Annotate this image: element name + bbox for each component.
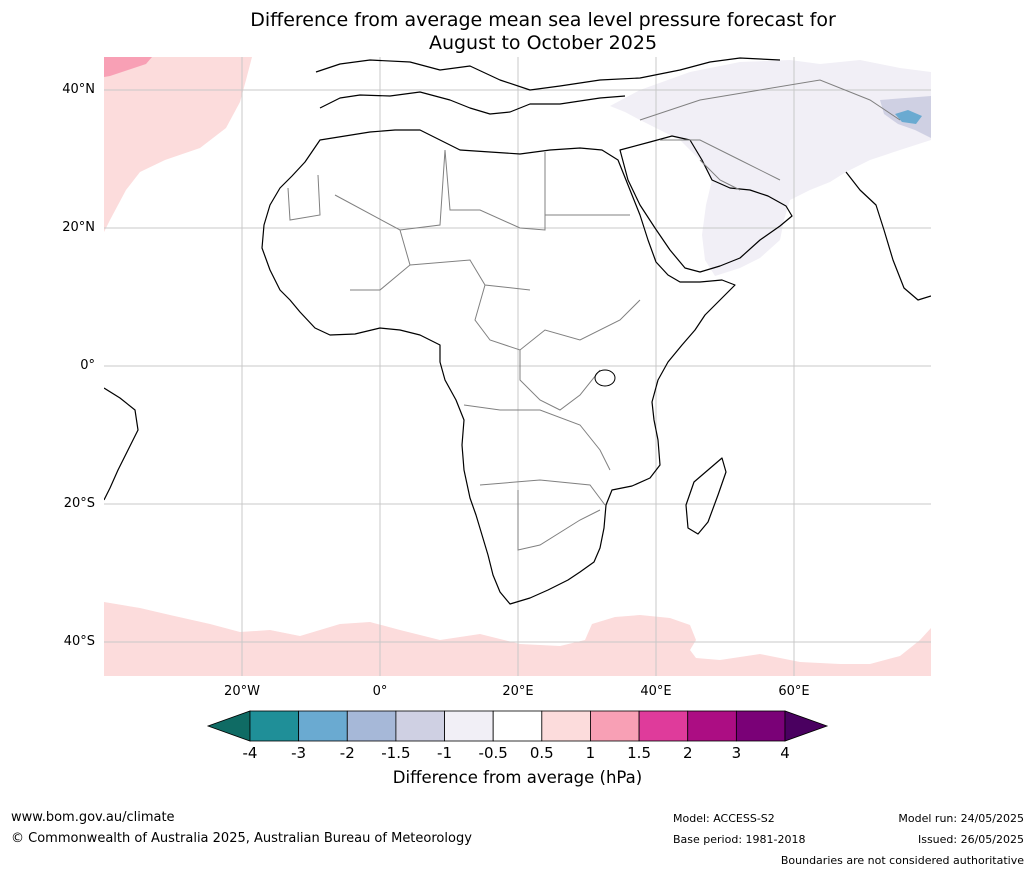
anomaly-region-tibet-strong — [895, 110, 922, 124]
anomaly-region-nw-atlantic-strong — [104, 57, 152, 77]
colorbar-bin — [638, 710, 689, 742]
colorbar-bin — [249, 710, 300, 742]
colorbar-bin — [687, 710, 737, 742]
colorbar-bin — [298, 710, 348, 742]
lon-label-40e: 40°E — [640, 684, 672, 699]
footer-base-period: Base period: 1981-2018 — [673, 833, 806, 846]
colorbar-tick-label: -2 — [339, 744, 355, 762]
map-title: Difference from average mean sea level p… — [0, 9, 1035, 55]
colorbar-bin — [541, 710, 591, 742]
europe-coastline — [315, 57, 781, 91]
footer-copyright: © Commonwealth of Australia 2025, Austra… — [11, 831, 472, 846]
africa-coastline — [261, 129, 736, 605]
lon-label-20e: 20°E — [502, 684, 534, 699]
lat-label-0: 0° — [80, 358, 95, 373]
map-panel — [104, 57, 931, 676]
colorbar-bin — [444, 710, 494, 742]
colorbar-bin — [346, 710, 397, 742]
lake-victoria — [594, 369, 616, 387]
lon-label-0: 0° — [372, 684, 388, 699]
colorbar-tick-label: 1.5 — [627, 744, 651, 762]
colorbar-tick-label: -4 — [242, 744, 258, 762]
colorbar-tick-label: -3 — [291, 744, 307, 762]
colorbar-tick-label: 3 — [731, 744, 742, 762]
colorbar-extend-high — [784, 710, 829, 742]
lon-label-60e: 60°E — [778, 684, 810, 699]
anomaly-region-southern-ocean — [104, 602, 931, 676]
lat-label-40n: 40°N — [62, 82, 95, 97]
anomaly-region-nw-atlantic — [104, 57, 252, 232]
madagascar-coastline — [685, 457, 727, 535]
country-borders — [287, 79, 901, 551]
colorbar-bin — [590, 710, 640, 742]
india-coastline — [845, 171, 931, 301]
colorbar-tick-label: -1.5 — [381, 744, 411, 762]
footer-issued: Issued: 26/05/2025 — [917, 833, 1024, 846]
colorbar-tick-label: 1 — [585, 744, 596, 762]
colorbar-bin — [395, 710, 445, 742]
colorbar-label: Difference from average (hPa) — [392, 768, 643, 787]
footer-disclaimer: Boundaries are not considered authoritat… — [780, 854, 1024, 867]
colorbar-extend-low — [206, 710, 251, 742]
footer-website: www.bom.gov.au/climate — [11, 810, 175, 825]
colorbar-tick-label: 4 — [780, 744, 790, 762]
colorbar-tick-label: -0.5 — [478, 744, 508, 762]
colorbar-tick-label: 2 — [682, 744, 693, 762]
lat-label-40s: 40°S — [63, 634, 95, 649]
arabia-coastline — [619, 135, 793, 273]
anomaly-region-middle-east — [610, 60, 931, 276]
colorbar-tick-label: -1 — [437, 744, 453, 762]
lakes — [594, 369, 616, 387]
map-title-line2: August to October 2025 — [428, 32, 658, 54]
colorbar — [206, 710, 829, 742]
coastlines — [104, 57, 931, 605]
south-america-coastline — [104, 387, 139, 501]
footer-model-run: Model run: 24/05/2025 — [898, 812, 1024, 825]
anomaly-shading — [104, 57, 931, 676]
colorbar-tick-label: 0.5 — [529, 744, 554, 762]
colorbar-bin — [492, 710, 543, 742]
map-title-line1: Difference from average mean sea level p… — [250, 9, 836, 31]
footer-model: Model: ACCESS-S2 — [673, 812, 775, 825]
europe-south-coast — [319, 91, 626, 115]
lon-label-20w: 20°W — [224, 684, 260, 699]
lat-label-20n: 20°N — [62, 220, 95, 235]
lat-label-20s: 20°S — [63, 496, 95, 511]
colorbar-bin — [735, 710, 786, 742]
